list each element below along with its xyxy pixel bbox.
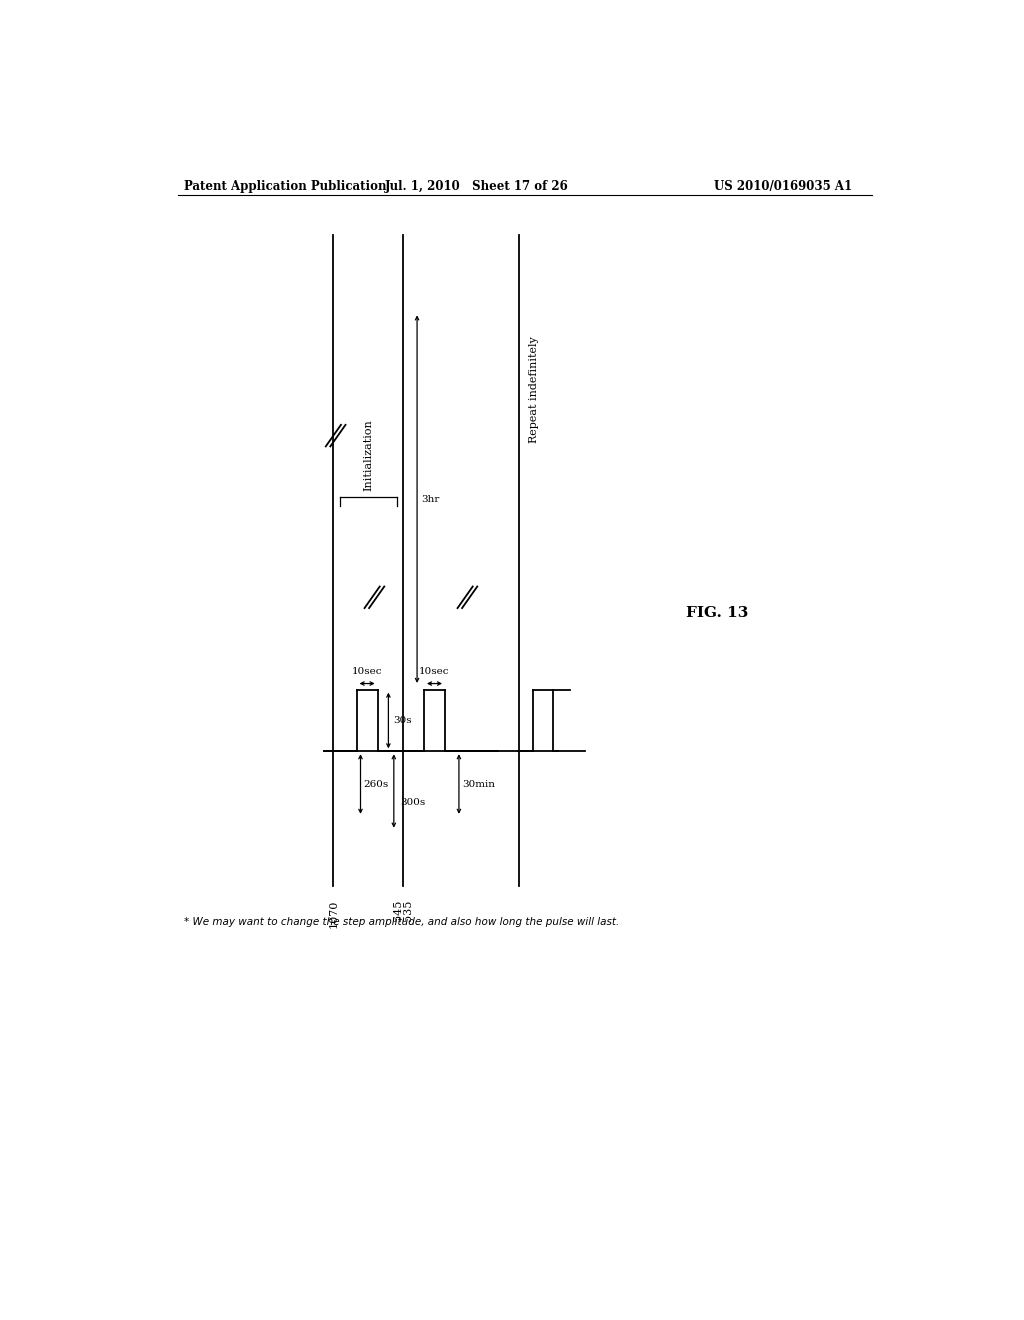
Text: 1070: 1070 bbox=[329, 900, 338, 928]
Text: 10sec: 10sec bbox=[352, 667, 382, 676]
Text: 300s: 300s bbox=[400, 799, 425, 807]
Text: US 2010/0169035 A1: US 2010/0169035 A1 bbox=[715, 180, 853, 193]
Text: 30min: 30min bbox=[462, 780, 495, 788]
Text: * We may want to change the step amplitude, and also how long the pulse will las: * We may want to change the step amplitu… bbox=[183, 917, 620, 927]
Text: Patent Application Publication: Patent Application Publication bbox=[183, 180, 386, 193]
Text: 10sec: 10sec bbox=[419, 667, 450, 676]
Text: 260s: 260s bbox=[364, 780, 389, 788]
Text: Repeat indefinitely: Repeat indefinitely bbox=[528, 337, 539, 442]
Text: Initialization: Initialization bbox=[364, 420, 374, 491]
Text: 30s: 30s bbox=[393, 715, 412, 725]
Text: Jul. 1, 2010   Sheet 17 of 26: Jul. 1, 2010 Sheet 17 of 26 bbox=[385, 180, 568, 193]
Text: FIG. 13: FIG. 13 bbox=[686, 606, 749, 619]
Text: 3hr: 3hr bbox=[422, 495, 440, 504]
Text: 545: 545 bbox=[393, 900, 403, 921]
Text: 535: 535 bbox=[402, 900, 413, 921]
